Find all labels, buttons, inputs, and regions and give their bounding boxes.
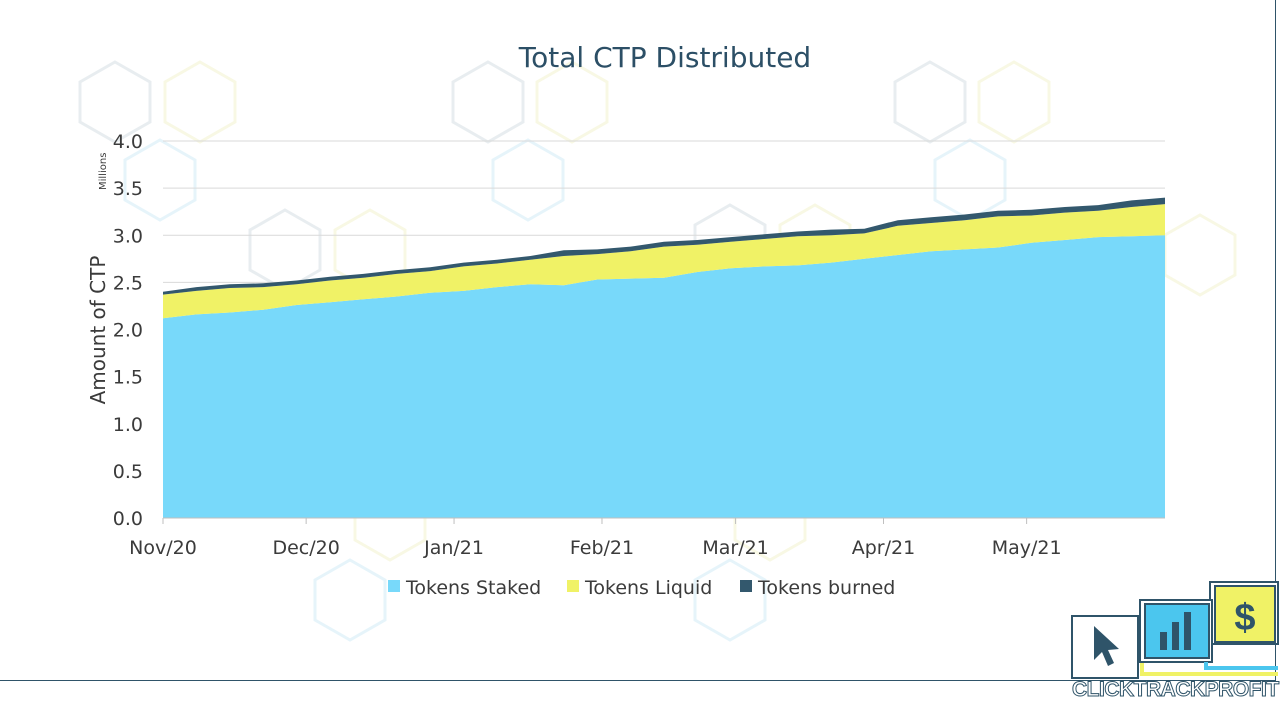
x-tick-label: Mar/21	[702, 537, 768, 559]
x-tick-label: May/21	[992, 537, 1062, 559]
x-tick-labels: Nov/20 Dec/20 Jan/21 Feb/21 Mar/21 Apr/21 May/…	[129, 518, 1062, 559]
y-tick-label: 4.0	[113, 131, 143, 153]
area-tokens-burned	[163, 197, 1165, 295]
legend: Tokens Staked Tokens Liquid Tokens burned	[388, 577, 895, 599]
clicktrackprofit-logo: $	[1071, 581, 1279, 679]
y-units-label: Millions	[98, 153, 109, 190]
y-tick-label: 2.5	[113, 272, 143, 294]
x-tick-label: Apr/21	[852, 537, 915, 559]
legend-label: Tokens burned	[757, 577, 895, 599]
y-tick-label: 3.5	[113, 178, 143, 200]
plot-areas	[163, 197, 1165, 519]
logo-wordmark: CLICKTRACKPROFIT	[1072, 678, 1280, 702]
y-tick-label: 0.5	[113, 461, 143, 483]
svg-text:$: $	[1234, 597, 1255, 639]
x-tick-label: Feb/21	[570, 537, 634, 559]
legend-swatch	[567, 580, 579, 592]
chart-frame	[0, 0, 1276, 681]
y-tick-label: 3.0	[113, 225, 143, 247]
legend-swatch	[388, 580, 400, 592]
y-tick-labels: 0.0 0.5 1.0 1.5 2.0 2.5 3.0 3.5 4.0	[113, 131, 143, 530]
legend-label: Tokens Liquid	[584, 577, 712, 599]
x-tick-label: Jan/21	[423, 537, 484, 559]
x-tick-label: Nov/20	[129, 537, 197, 559]
y-axis-label: Amount of CTP	[86, 256, 110, 405]
y-tick-label: 2.0	[113, 320, 143, 342]
y-tick-label: 1.0	[113, 414, 143, 436]
legend-swatch	[740, 580, 752, 592]
legend-label: Tokens Staked	[405, 577, 541, 599]
y-tick-label: 0.0	[113, 508, 143, 530]
area-tokens-staked	[163, 235, 1165, 519]
x-tick-label: Dec/20	[272, 537, 339, 559]
area-tokens-liquid	[163, 204, 1165, 319]
chart-title: Total CTP Distributed	[518, 41, 811, 74]
y-tick-label: 1.5	[113, 367, 143, 389]
